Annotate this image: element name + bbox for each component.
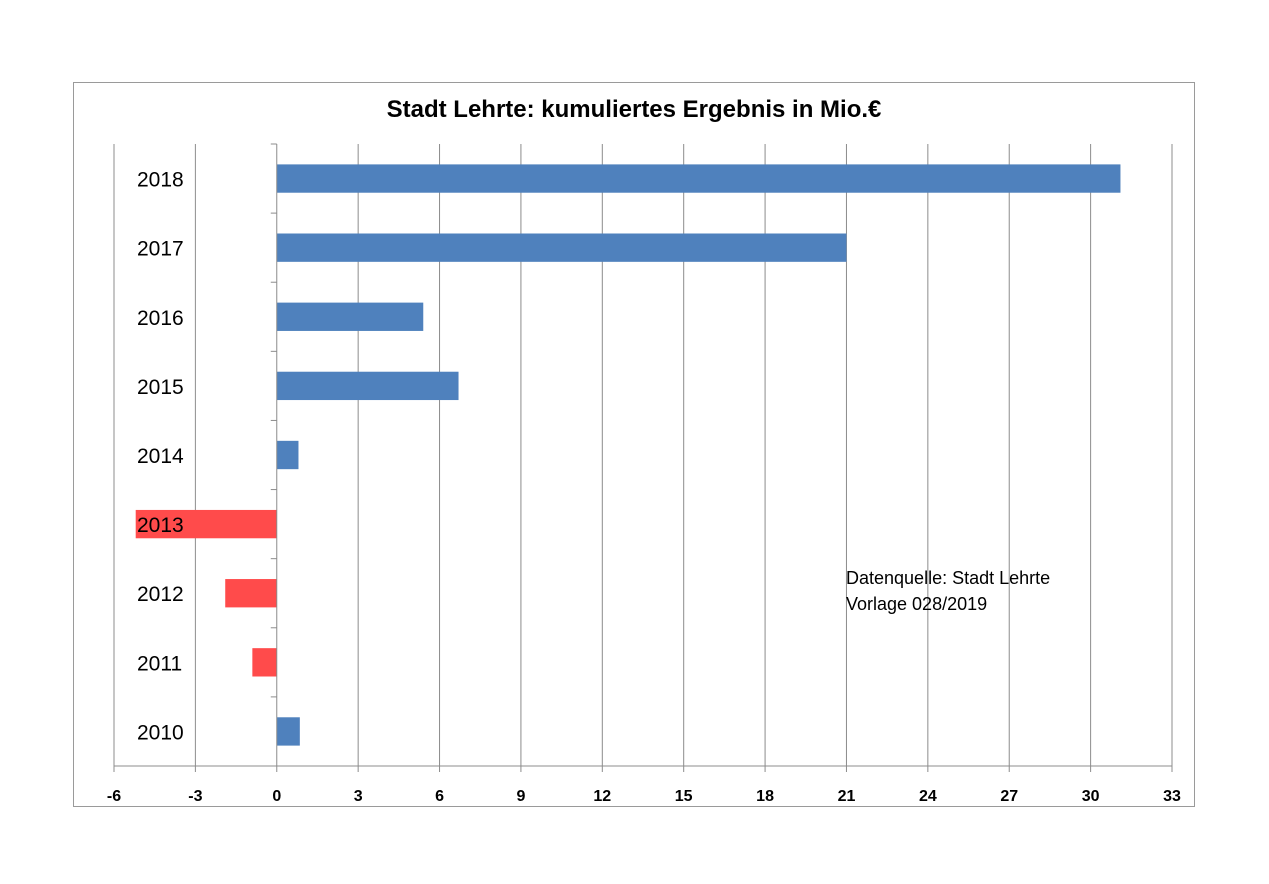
source-line-1: Datenquelle: Stadt Lehrte <box>846 568 1051 588</box>
chart-title: Stadt Lehrte: kumuliertes Ergebnis in Mi… <box>386 96 882 123</box>
x-tick-label-1: -3 <box>188 788 202 805</box>
bar-2018 <box>276 164 1121 193</box>
category-label-2016: 2016 <box>137 307 184 330</box>
bar-2010 <box>276 717 300 746</box>
x-tick-label-11: 27 <box>1000 788 1018 805</box>
category-label-2013: 2013 <box>137 514 184 537</box>
source-annotation: Datenquelle: Stadt Lehrte Vorlage 028/20… <box>846 565 1050 617</box>
x-tick-label-9: 21 <box>838 788 856 805</box>
category-label-2017: 2017 <box>137 238 184 261</box>
x-tick-label-7: 15 <box>675 788 693 805</box>
source-line-2: Vorlage 028/2019 <box>846 594 988 614</box>
x-tick-label-2: 0 <box>272 788 281 805</box>
bars <box>135 164 1121 746</box>
bar-2013 <box>135 509 277 539</box>
bar-2015 <box>276 371 459 401</box>
category-label-2010: 2010 <box>137 721 184 744</box>
category-label-2014: 2014 <box>137 445 184 468</box>
category-label-2012: 2012 <box>137 583 184 606</box>
x-tick-label-5: 9 <box>516 788 525 805</box>
x-tick-label-6: 12 <box>593 788 611 805</box>
axes <box>113 143 1173 772</box>
category-label-2011: 2011 <box>137 652 182 675</box>
bar-2012 <box>225 579 277 608</box>
x-tick-label-0: -6 <box>107 788 121 805</box>
category-label-2018: 2018 <box>137 169 184 192</box>
bar-2014 <box>276 440 299 470</box>
labels: -6 -3 0 3 6 9 12 15 18 21 24 27 30 33 2018 2017 2016 2015… <box>107 169 1181 805</box>
x-tick-label-13: 33 <box>1163 788 1181 805</box>
x-tick-label-10: 24 <box>919 788 937 805</box>
x-tick-label-12: 30 <box>1082 788 1100 805</box>
x-tick-label-4: 6 <box>435 788 444 805</box>
bar-2017 <box>276 233 847 262</box>
chart-frame <box>73 82 1195 807</box>
category-label-2015: 2015 <box>137 376 184 399</box>
x-tick-label-3: 3 <box>354 788 363 805</box>
bar-2016 <box>276 302 424 331</box>
x-tick-label-8: 18 <box>756 788 774 805</box>
bar-2011 <box>252 648 277 677</box>
